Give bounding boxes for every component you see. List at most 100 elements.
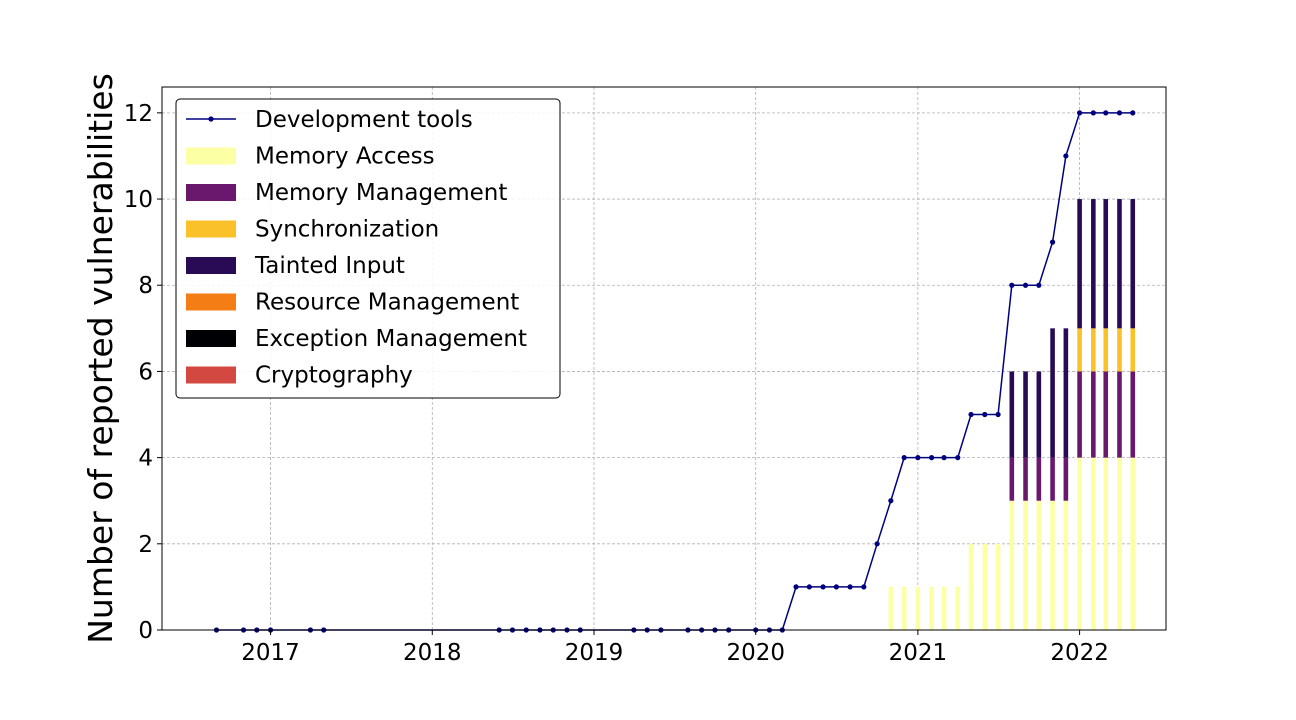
x-tick-label: 2021 — [889, 640, 948, 666]
x-axis: 2017 2018 2019 2020 2021 2022 — [241, 630, 1109, 666]
bar-segment-memory-access — [1091, 457, 1096, 630]
bar-segment-memory-access — [982, 543, 988, 630]
bar-segment-memory-access — [968, 543, 974, 630]
bar-segment-tainted-input — [1036, 371, 1042, 458]
line-point — [1130, 110, 1136, 116]
bar-segment-memory-access — [929, 586, 934, 630]
bar-segment-memory-access — [901, 586, 907, 630]
legend-label: Memory Access — [255, 144, 435, 170]
bar-segment-memory-management — [1077, 371, 1082, 458]
bar-segment-synchronization — [1130, 328, 1136, 372]
x-tick-label: 2019 — [565, 640, 624, 666]
bar-segment-tainted-input — [1130, 199, 1136, 329]
line-point — [1103, 110, 1109, 116]
line-point — [874, 541, 880, 547]
bar-segment-memory-access — [1036, 500, 1042, 630]
y-tick-label: 8 — [138, 273, 153, 299]
legend-label: Development tools — [255, 107, 473, 133]
bar-segment-memory-management — [1050, 457, 1055, 501]
bar-segment-memory-access — [1023, 500, 1028, 630]
bars — [888, 199, 1136, 630]
bar-segment-tainted-input — [1091, 199, 1096, 329]
bar-segment-memory-access — [1117, 457, 1122, 630]
bar-segment-memory-access — [1050, 500, 1055, 630]
legend: Development tools Memory Access Memory Man… — [175, 98, 561, 399]
legend-swatch — [186, 220, 236, 238]
bar-segment-memory-access — [1130, 457, 1136, 630]
bar-segment-memory-access — [1009, 500, 1015, 630]
bar-segment-memory-access — [888, 586, 894, 630]
bar-segment-memory-management — [1023, 457, 1028, 501]
bar-segment-synchronization — [1077, 328, 1082, 372]
y-axis-label: Number of reported vulnerabilities — [81, 73, 120, 644]
bar-segment-memory-management — [1036, 457, 1042, 501]
x-tick-label: 2022 — [1050, 640, 1109, 666]
line-point — [955, 455, 961, 461]
legend-swatch — [186, 293, 236, 311]
legend-label: Synchronization — [255, 217, 439, 243]
legend-swatch — [186, 184, 236, 201]
bar-segment-memory-access — [1077, 457, 1082, 630]
bar-segment-memory-access — [1103, 457, 1109, 630]
line-point — [888, 498, 894, 504]
y-tick-label: 12 — [124, 101, 153, 127]
line-point — [806, 584, 812, 590]
line-point — [793, 584, 799, 590]
bar-segment-memory-management — [1009, 457, 1015, 501]
bar-segment-tainted-input — [1077, 199, 1082, 329]
bar-segment-tainted-input — [1050, 328, 1055, 458]
line-point — [1036, 282, 1042, 288]
line-point — [1116, 110, 1123, 116]
bar-segment-memory-access — [1063, 500, 1069, 630]
legend-label: Memory Management — [255, 180, 507, 206]
y-axis: 0 2 4 6 8 10 12 — [124, 101, 162, 644]
bar-segment-memory-management — [1103, 371, 1109, 458]
y-tick-label: 4 — [138, 446, 153, 472]
y-tick-label: 10 — [124, 187, 153, 213]
bar-segment-tainted-input — [1023, 371, 1028, 458]
bar-segment-tainted-input — [1103, 199, 1109, 329]
bar-segment-synchronization — [1103, 328, 1109, 372]
bar-segment-memory-access — [941, 586, 947, 630]
bar-segment-memory-access — [915, 586, 921, 630]
y-tick-label: 0 — [138, 618, 153, 644]
line-point — [1049, 239, 1056, 245]
bar-segment-memory-management — [1117, 371, 1122, 458]
line-point — [847, 584, 853, 590]
x-tick-label: 2017 — [241, 640, 300, 666]
legend-swatch — [186, 147, 236, 165]
line-point — [995, 411, 1001, 418]
bar-segment-memory-management — [1063, 457, 1069, 501]
x-tick-label: 2018 — [403, 640, 462, 666]
bar-segment-synchronization — [1091, 328, 1096, 372]
plot-frame — [161, 86, 1167, 631]
legend-swatch — [186, 257, 236, 274]
line-point — [968, 411, 974, 418]
legend-marker — [208, 116, 214, 122]
bar-segment-tainted-input — [1063, 328, 1069, 458]
legend-label: Tainted Input — [254, 253, 405, 279]
bar-segment-tainted-input — [1009, 371, 1015, 458]
line-point — [861, 584, 867, 590]
bar-segment-synchronization — [1117, 328, 1122, 372]
bar-segment-memory-management — [1091, 371, 1096, 458]
y-tick-label: 2 — [138, 532, 153, 558]
bar-segment-memory-access — [995, 543, 1001, 630]
line-point — [1077, 110, 1083, 116]
line-point — [982, 411, 988, 418]
line-point — [915, 455, 921, 461]
line-point — [1063, 153, 1069, 159]
legend-swatch — [186, 330, 236, 347]
line-point — [901, 455, 907, 461]
legend-label: Cryptography — [255, 363, 413, 389]
legend-box — [175, 98, 561, 399]
line-point — [1090, 110, 1096, 116]
line-point — [941, 455, 947, 461]
bar-segment-tainted-input — [1117, 199, 1122, 329]
line-point — [1022, 282, 1029, 288]
legend-swatch — [186, 366, 236, 384]
x-tick-label: 2020 — [726, 640, 785, 666]
legend-label: Exception Management — [255, 326, 527, 352]
line-point — [820, 584, 826, 590]
